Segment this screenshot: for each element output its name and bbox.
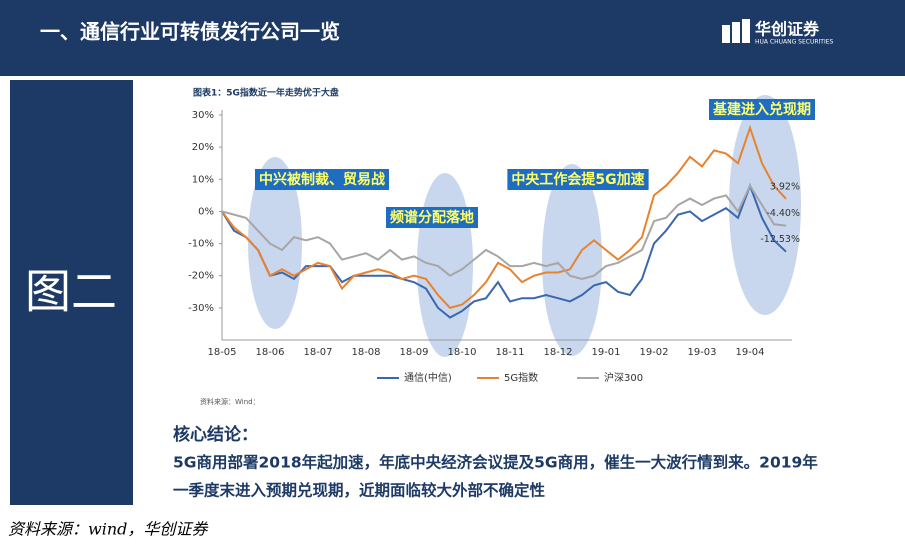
y-tick-label: 10%	[192, 174, 214, 185]
annotation: 中央工作会提5G加速	[511, 171, 644, 188]
source: 资料来源：wind，华创证券	[8, 520, 209, 539]
annotation-box	[386, 207, 478, 228]
annotation: 中兴被制裁、贸易战	[259, 171, 385, 188]
highlight-ellipses	[248, 95, 801, 357]
legend-label: 通信(中信)	[404, 371, 452, 384]
x-tick-label: 18-10	[447, 347, 476, 358]
y-tick-label: -20%	[188, 271, 214, 282]
annotation: 频谱分配落地	[390, 209, 474, 226]
x-tick-label: 18-09	[399, 347, 428, 358]
y-tick-label: 0%	[198, 206, 214, 217]
conclusion-line: 一季度末进入预期兑现期，近期面临较大外部不确定性	[173, 481, 546, 500]
header-bar	[0, 0, 905, 76]
x-tick-label: 18-08	[351, 347, 380, 358]
side-panel	[10, 80, 133, 505]
y-tick-label: 30%	[192, 110, 214, 121]
y-tick-label: 20%	[192, 142, 214, 153]
data-label: -4.40%	[766, 208, 800, 219]
series-line	[221, 183, 787, 280]
legend-label: 5G指数	[504, 371, 538, 384]
conclusion-line: 5G商用部署2018年起加速，年底中央经济会议提及5G商用，催生一大波行情到来。…	[173, 453, 818, 472]
x-tick-label: 19-01	[591, 347, 620, 358]
annotation-box	[507, 169, 649, 190]
series-line	[221, 124, 787, 309]
legend-label: 沪深300	[604, 371, 643, 384]
conclusion-heading: 核心结论：	[173, 424, 258, 445]
logo-text: 华创证券	[755, 20, 820, 39]
chart-source: 资料来源：Wind：	[200, 397, 260, 406]
plot: 30% 20% 10% 0% -10% -20% -30% 18-05 18-06 18-07 18…	[188, 99, 815, 384]
x-tick-label: 19-04	[735, 347, 764, 358]
annotation-box	[255, 169, 389, 190]
logo-subtext: HUA CHUANG SECURITIES	[755, 39, 834, 46]
chart-title: 图表1：5G指数近一年走势优于大盘	[193, 87, 339, 99]
x-tick-label: 18-05	[207, 347, 236, 358]
x-tick-label: 18-06	[255, 347, 284, 358]
data-label: 3.92%	[770, 181, 800, 192]
annotation: 基建进入兑现期	[713, 101, 811, 118]
side-label: 图二	[25, 265, 117, 319]
x-tick-label: 18-07	[303, 347, 332, 358]
logo-icon	[722, 19, 750, 43]
y-tick-label: -10%	[188, 239, 214, 250]
y-tick-label: -30%	[188, 303, 214, 314]
series-line	[221, 182, 787, 319]
x-tick-label: 18-11	[495, 347, 524, 358]
x-tick-label: 18-12	[543, 347, 572, 358]
annotation-box	[709, 99, 815, 120]
header-title: 一、通信行业可转债发行公司一览	[40, 20, 340, 44]
x-tick-label: 19-03	[687, 347, 716, 358]
x-tick-label: 19-02	[639, 347, 668, 358]
data-label: -12.53%	[760, 234, 800, 245]
